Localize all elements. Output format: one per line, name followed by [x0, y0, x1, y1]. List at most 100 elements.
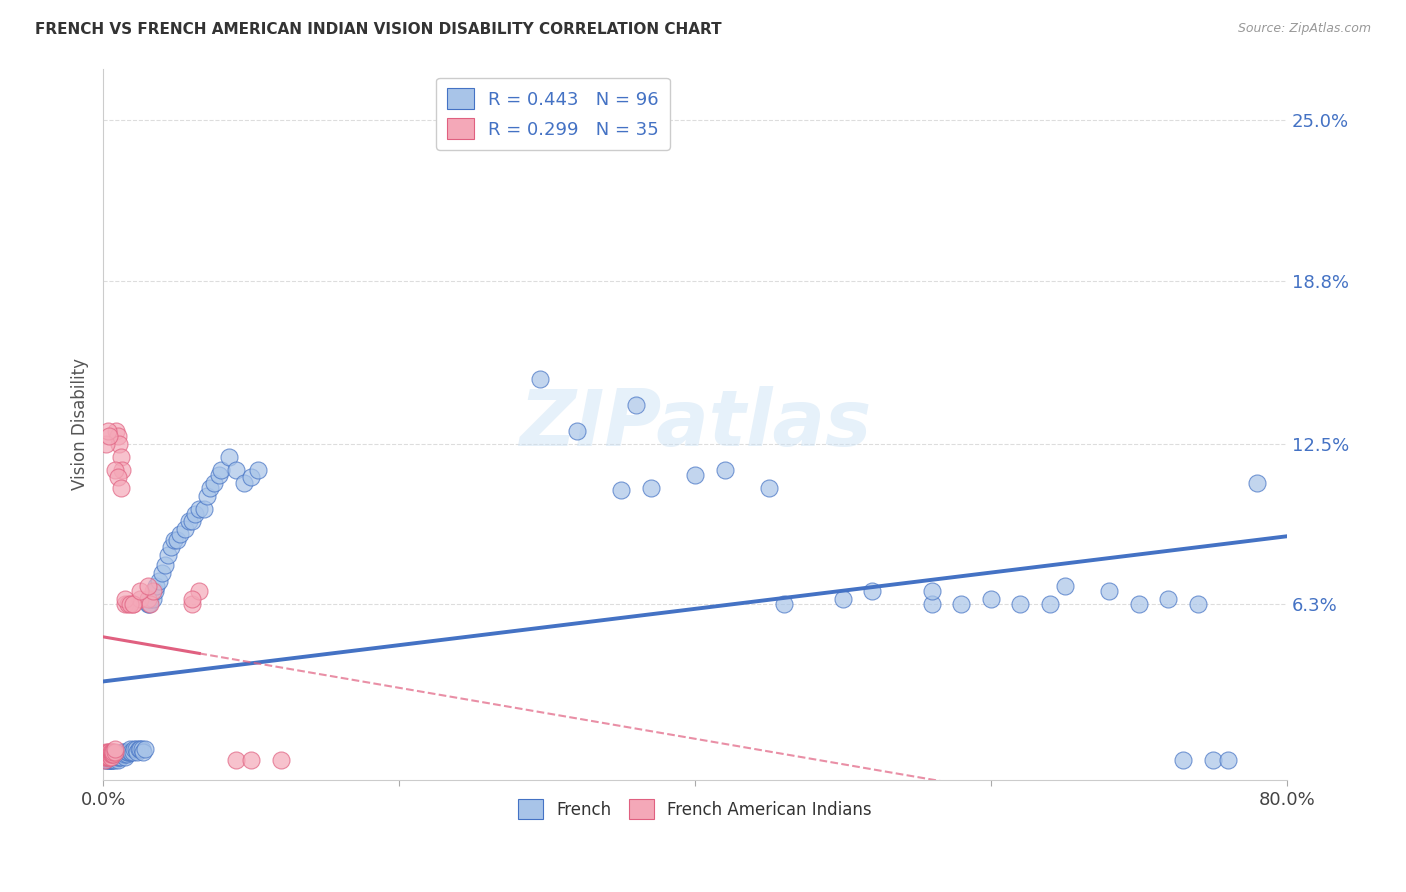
- Point: [163, 533, 186, 547]
- Point: [98, 753, 121, 767]
- Point: [180, 515, 202, 529]
- Point: [145, 579, 167, 593]
- Point: [101, 747, 124, 762]
- Point: [169, 527, 191, 541]
- Point: [103, 747, 125, 762]
- Point: [107, 750, 129, 764]
- Point: [101, 747, 124, 762]
- Point: [111, 747, 134, 762]
- Point: [108, 437, 131, 451]
- Point: [980, 592, 1002, 607]
- Point: [110, 450, 132, 464]
- Point: [184, 507, 207, 521]
- Point: [121, 745, 143, 759]
- Point: [1246, 475, 1268, 490]
- Point: [198, 481, 221, 495]
- Point: [180, 597, 202, 611]
- Point: [114, 592, 136, 607]
- Point: [104, 745, 127, 759]
- Point: [134, 742, 156, 756]
- Point: [117, 745, 139, 759]
- Point: [758, 481, 780, 495]
- Point: [921, 584, 943, 599]
- Point: [100, 750, 122, 764]
- Point: [240, 753, 263, 767]
- Point: [218, 450, 240, 464]
- Point: [97, 750, 120, 764]
- Point: [118, 745, 141, 759]
- Point: [565, 424, 588, 438]
- Point: [121, 597, 143, 611]
- Point: [93, 753, 115, 767]
- Point: [683, 467, 706, 482]
- Point: [98, 750, 121, 764]
- Point: [114, 747, 136, 762]
- Text: ZIPatlas: ZIPatlas: [519, 386, 872, 462]
- Point: [107, 429, 129, 443]
- Point: [94, 753, 117, 767]
- Point: [111, 463, 134, 477]
- Point: [136, 597, 159, 611]
- Point: [529, 372, 551, 386]
- Point: [155, 558, 177, 573]
- Point: [94, 747, 117, 762]
- Point: [129, 584, 152, 599]
- Point: [195, 489, 218, 503]
- Point: [921, 597, 943, 611]
- Point: [104, 463, 127, 477]
- Point: [114, 597, 136, 611]
- Point: [610, 483, 633, 498]
- Point: [117, 597, 139, 611]
- Point: [98, 747, 121, 762]
- Point: [101, 750, 124, 764]
- Point: [225, 463, 247, 477]
- Point: [624, 398, 647, 412]
- Point: [107, 747, 129, 762]
- Point: [115, 747, 138, 762]
- Point: [772, 597, 794, 611]
- Point: [93, 753, 115, 767]
- Point: [862, 584, 884, 599]
- Point: [94, 437, 117, 451]
- Point: [104, 742, 127, 756]
- Point: [100, 747, 122, 762]
- Point: [93, 750, 115, 764]
- Point: [232, 475, 254, 490]
- Point: [1039, 597, 1062, 611]
- Point: [93, 747, 115, 762]
- Point: [112, 747, 135, 762]
- Point: [111, 745, 134, 759]
- Point: [131, 742, 153, 756]
- Point: [128, 742, 150, 756]
- Point: [157, 548, 180, 562]
- Point: [188, 584, 211, 599]
- Point: [188, 501, 211, 516]
- Point: [94, 750, 117, 764]
- Point: [97, 424, 120, 438]
- Point: [1171, 753, 1194, 767]
- Point: [97, 750, 120, 764]
- Point: [138, 597, 160, 611]
- Point: [104, 750, 127, 764]
- Point: [1098, 584, 1121, 599]
- Point: [122, 742, 145, 756]
- Point: [166, 533, 188, 547]
- Point: [202, 475, 225, 490]
- Point: [148, 574, 170, 588]
- Point: [207, 467, 229, 482]
- Point: [831, 592, 853, 607]
- Point: [180, 592, 202, 607]
- Point: [94, 750, 117, 764]
- Point: [143, 584, 166, 599]
- Point: [103, 753, 125, 767]
- Point: [98, 429, 121, 443]
- Point: [107, 753, 129, 767]
- Point: [94, 747, 117, 762]
- Point: [132, 745, 155, 759]
- Point: [98, 753, 121, 767]
- Point: [225, 753, 247, 767]
- Point: [118, 742, 141, 756]
- Point: [103, 750, 125, 764]
- Point: [120, 745, 142, 759]
- Point: [98, 747, 121, 762]
